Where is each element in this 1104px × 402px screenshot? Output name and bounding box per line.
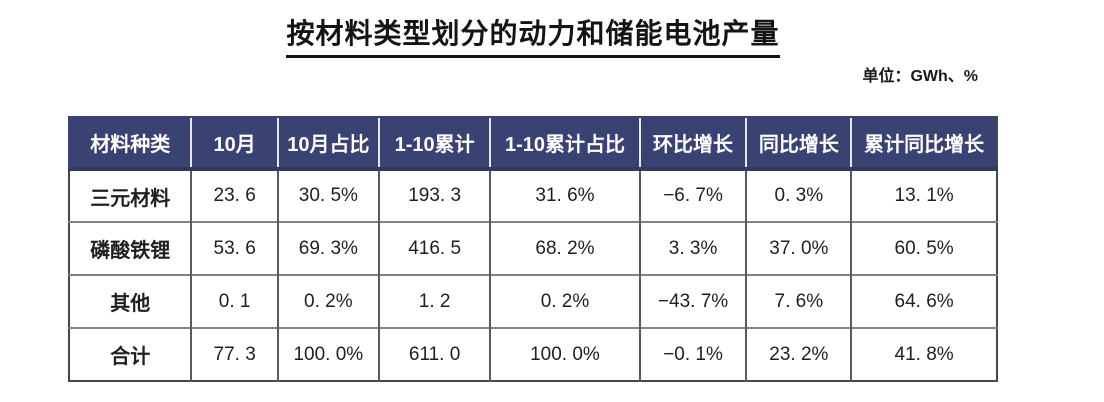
value-cell: 68. 2% bbox=[489, 221, 640, 275]
value-cell: 0. 3% bbox=[745, 169, 852, 222]
value-cell: 416. 5 bbox=[377, 221, 491, 275]
value-cell: 0. 1 bbox=[190, 274, 278, 328]
value-cell: 100. 0% bbox=[489, 327, 640, 381]
value-cell: 7. 6% bbox=[745, 274, 852, 328]
value-cell: 611. 0 bbox=[377, 327, 491, 381]
value-cell: −43. 7% bbox=[638, 274, 747, 328]
value-cell: 60. 5% bbox=[850, 221, 997, 275]
table-header-row: 材料种类 10月 10月占比 1-10累计 1-10累计占比 环比增长 同比增长… bbox=[67, 116, 997, 171]
value-cell: 0. 2% bbox=[489, 274, 640, 328]
value-cell: −6. 7% bbox=[638, 169, 747, 222]
value-cell: 31. 6% bbox=[489, 169, 640, 222]
value-cell: 37. 0% bbox=[745, 221, 852, 275]
value-cell: 23. 6 bbox=[190, 169, 278, 222]
value-cell: 100. 0% bbox=[276, 327, 379, 381]
unit-label: 单位：GWh、% bbox=[862, 68, 978, 85]
title-wrap: 按材料类型划分的动力和储能电池产量 bbox=[68, 12, 998, 58]
value-cell: −0. 1% bbox=[638, 327, 747, 381]
value-cell: 30. 5% bbox=[276, 169, 379, 222]
value-cell: 64. 6% bbox=[850, 274, 997, 328]
content-area: 按材料类型划分的动力和储能电池产量 单位：GWh、% 材料种类 10月 10月占… bbox=[67, 12, 998, 382]
table-row-total: 合计 77. 3 100. 0% 611. 0 100. 0% −0. 1% 2… bbox=[69, 327, 997, 381]
page-title: 按材料类型划分的动力和储能电池产量 bbox=[286, 12, 780, 58]
column-header-ytd: 1-10累计 bbox=[377, 116, 491, 171]
value-cell: 1. 2 bbox=[377, 274, 491, 328]
value-cell: 69. 3% bbox=[276, 221, 379, 275]
table-row-other: 其他 0. 1 0. 2% 1. 2 0. 2% −43. 7% 7. 6% 6… bbox=[69, 274, 997, 328]
table-row-ternary: 三元材料 23. 6 30. 5% 193. 3 31. 6% −6. 7% 0… bbox=[69, 169, 997, 222]
value-cell: 13. 1% bbox=[850, 169, 997, 222]
table-row-lfp: 磷酸铁锂 53. 6 69. 3% 416. 5 68. 2% 3. 3% 37… bbox=[69, 221, 997, 275]
value-cell: 0. 2% bbox=[276, 274, 379, 328]
column-header-oct-share: 10月占比 bbox=[276, 116, 379, 171]
value-cell: 41. 8% bbox=[850, 327, 997, 381]
battery-production-table: 材料种类 10月 10月占比 1-10累计 1-10累计占比 环比增长 同比增长… bbox=[67, 116, 998, 382]
value-cell: 193. 3 bbox=[377, 169, 491, 222]
column-header-ytd-share: 1-10累计占比 bbox=[489, 116, 640, 171]
column-header-oct: 10月 bbox=[190, 116, 278, 171]
column-header-ytd-yoy-growth: 累计同比增长 bbox=[850, 116, 997, 171]
value-cell: 53. 6 bbox=[190, 221, 278, 275]
material-name-cell: 磷酸铁锂 bbox=[69, 221, 192, 275]
material-name-cell: 其他 bbox=[69, 274, 192, 328]
material-name-cell: 三元材料 bbox=[69, 169, 192, 222]
value-cell: 77. 3 bbox=[190, 327, 278, 381]
value-cell: 23. 2% bbox=[745, 327, 852, 381]
column-header-yoy-growth: 同比增长 bbox=[745, 116, 852, 171]
column-header-material: 材料种类 bbox=[67, 116, 192, 171]
column-header-mom-growth: 环比增长 bbox=[638, 116, 747, 171]
material-name-cell: 合计 bbox=[69, 327, 192, 381]
value-cell: 3. 3% bbox=[638, 221, 747, 275]
